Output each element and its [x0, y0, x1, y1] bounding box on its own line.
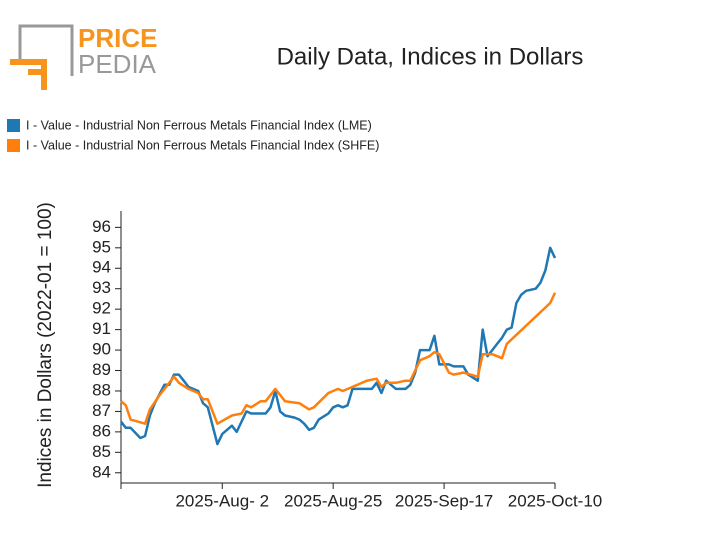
y-tick-label: 92 — [92, 299, 111, 318]
legend-swatch — [7, 119, 20, 132]
y-tick-label: 88 — [92, 380, 111, 399]
legend-label: I - Value - Industrial Non Ferrous Metal… — [26, 118, 372, 132]
y-tick-label: 94 — [92, 258, 111, 277]
y-tick-label: 86 — [92, 421, 111, 440]
x-tick-label: 2025-Aug-25 — [284, 491, 382, 510]
y-tick-label: 87 — [92, 401, 111, 420]
line — [120, 246, 557, 446]
y-tick-label: 85 — [92, 442, 111, 461]
y-tick-label: 84 — [92, 462, 111, 481]
logo: PRICE PEDIA — [10, 23, 157, 90]
x-tick-label: 2025-Sep-17 — [395, 491, 493, 510]
y-tick-label: 93 — [92, 278, 111, 297]
legend-swatch — [7, 139, 20, 152]
logo-frame — [18, 24, 74, 76]
legend-label: I - Value - Industrial Non Ferrous Metal… — [26, 138, 379, 152]
y-tick-label: 90 — [92, 340, 111, 359]
x-tick-label: 2025-Aug- 2 — [175, 491, 269, 510]
chart-title: Daily Data, Indices in Dollars — [277, 43, 584, 70]
logo-bottom: PEDIA — [78, 49, 157, 79]
logo-mark — [10, 59, 47, 90]
y-tick-label: 95 — [92, 237, 111, 256]
logo-top: PRICE — [78, 23, 157, 53]
y-tick-label: 96 — [92, 217, 111, 236]
y-tick-label: 91 — [92, 319, 111, 338]
y-axis-label: Indices in Dollars (2022-01 = 100) — [35, 202, 56, 488]
y-tick-label: 89 — [92, 360, 111, 379]
x-tick-label: 2025-Oct-10 — [508, 491, 603, 510]
line — [120, 292, 557, 425]
